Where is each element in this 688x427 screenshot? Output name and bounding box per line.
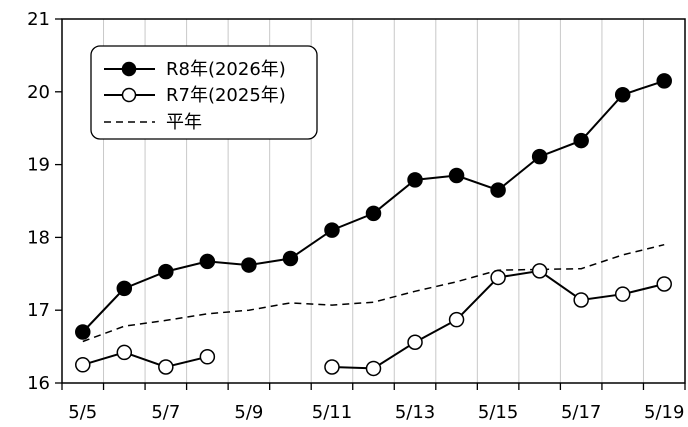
- y-tick-label: 20: [27, 82, 50, 103]
- data-point: [158, 263, 174, 280]
- data-point: [656, 276, 672, 292]
- data-point: [365, 205, 382, 222]
- legend: R8年(2026年) R7年(2025年) 平年: [90, 45, 318, 140]
- series-layer: [75, 73, 672, 377]
- data-point: [531, 148, 548, 165]
- data-point: [407, 334, 423, 350]
- data-point: [656, 73, 672, 89]
- data-point: [573, 292, 589, 308]
- data-point: [116, 344, 133, 361]
- data-point: [324, 222, 340, 238]
- x-tick-label: 5/19: [644, 402, 684, 423]
- y-tick-label: 18: [27, 227, 50, 248]
- data-point: [282, 250, 299, 267]
- series-line: [82, 243, 665, 343]
- data-point: [448, 167, 465, 184]
- data-point: [241, 257, 257, 273]
- series-2: [82, 243, 665, 343]
- x-tick-label: 5/11: [312, 402, 352, 423]
- series-1: [75, 263, 672, 377]
- data-point: [158, 359, 174, 375]
- legend-marker-r8: [121, 61, 137, 77]
- y-tick-label: 19: [27, 155, 50, 176]
- data-point: [199, 253, 216, 270]
- x-tick-label: 5/13: [395, 402, 435, 423]
- series-0: [75, 73, 672, 340]
- legend-label-r7: R7年(2025年): [166, 85, 286, 106]
- data-point: [75, 357, 91, 373]
- series-line: [331, 269, 665, 370]
- data-point: [75, 324, 91, 340]
- data-point: [448, 311, 465, 328]
- data-point: [490, 182, 506, 198]
- data-point: [407, 172, 423, 188]
- data-point: [324, 359, 340, 375]
- data-point: [614, 286, 631, 302]
- data-point: [573, 132, 589, 149]
- series-line: [82, 351, 208, 369]
- data-point: [490, 269, 506, 286]
- x-tick-label: 5/5: [68, 402, 97, 423]
- legend-marker-r7: [121, 87, 137, 103]
- plot-frame: [61, 18, 686, 384]
- data-point: [199, 349, 216, 365]
- legend-label-normal: 平年: [166, 112, 202, 133]
- x-tick-label: 5/9: [234, 402, 263, 423]
- data-point: [365, 360, 382, 377]
- x-tick-label: 5/17: [561, 402, 601, 423]
- data-point: [116, 280, 133, 297]
- y-tick-label: 16: [27, 373, 50, 394]
- axis-ticks: 5/5 5/7 5/9 5/11 5/13 5/15 5/17 5/19 16 17 18 19 20 2…: [27, 9, 686, 423]
- legend-label-r8: R8年(2026年): [166, 59, 286, 80]
- y-tick-label: 17: [27, 300, 50, 321]
- x-tick-label: 5/15: [478, 402, 518, 423]
- data-point: [531, 263, 548, 279]
- y-tick-label: 21: [27, 9, 50, 30]
- x-tick-label: 5/7: [151, 402, 180, 423]
- data-point: [614, 86, 631, 103]
